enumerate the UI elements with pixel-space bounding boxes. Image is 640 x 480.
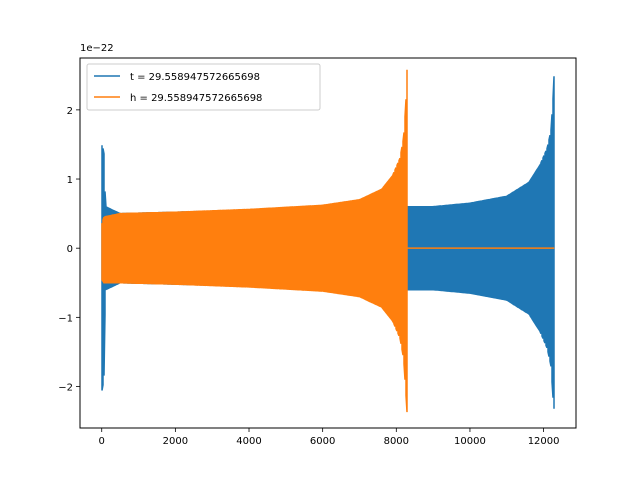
x-tick-label: 6000: [310, 436, 335, 447]
legend: t = 29.558947572665698 h = 29.5589475726…: [86, 63, 321, 111]
x-tick-label: 4000: [236, 436, 261, 447]
y-tick-label: 2: [67, 106, 73, 117]
y-tick-label: −2: [58, 383, 73, 394]
x-tick-label: 2000: [163, 436, 188, 447]
series-1-line: [101, 69, 408, 413]
x-tick-label: 0: [99, 436, 105, 447]
axes-frame: [79, 57, 577, 429]
legend-frame: [86, 63, 321, 111]
y-offset-text: 1e−22: [80, 43, 114, 54]
legend-label-t: t = 29.558947572665698: [130, 72, 260, 83]
plot-area: [101, 69, 555, 413]
y-tick-label: 1: [67, 175, 73, 186]
x-tick-label: 8000: [384, 436, 409, 447]
legend-label-h: h = 29.558947572665698: [130, 93, 262, 104]
x-tick-label: 12000: [528, 436, 560, 447]
y-tick-label: 0: [67, 244, 73, 255]
x-tick-label: 10000: [454, 436, 486, 447]
axes: 0 2000 4000 6000 8000 10000 12000 −2 −1 0 1 2: [58, 106, 559, 447]
y-tick-label: −1: [58, 313, 73, 324]
